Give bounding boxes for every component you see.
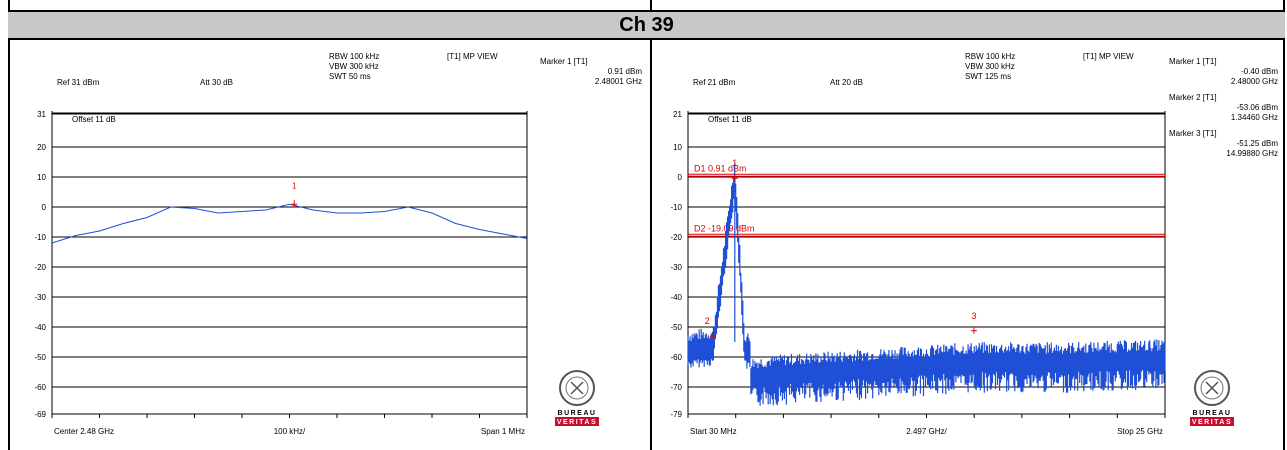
veritas-seal-inner-icon	[1200, 376, 1224, 400]
page-title: Ch 39	[8, 10, 1285, 40]
rbw-label: RBW 100 kHz	[329, 52, 379, 61]
marker-readout-frequency: 2.48000 GHz	[1231, 77, 1278, 86]
swt-label: SWT 125 ms	[965, 72, 1011, 81]
y-tick-label: -30	[670, 263, 682, 272]
logo-veritas-text: VERITAS	[1192, 419, 1232, 426]
marker-number: 1	[732, 158, 737, 168]
y-tick-label: -30	[34, 293, 46, 302]
footer-end-label: Span 1 MHz	[481, 427, 525, 436]
y-tick-label: 10	[673, 143, 682, 152]
marker-readout-label: Marker 1 [T1]	[540, 57, 588, 66]
y-tick-label: 0	[42, 203, 47, 212]
veritas-seal-figure-icon	[1205, 381, 1219, 395]
rbw-label: RBW 100 kHz	[965, 52, 1015, 61]
y-tick-label: 10	[37, 173, 46, 182]
y-tick-label: 20	[37, 143, 46, 152]
vbw-label: VBW 300 kHz	[329, 62, 379, 71]
noise-trace	[687, 163, 1166, 406]
logo-red-band	[1190, 417, 1234, 426]
footer-start-label: Center 2.48 GHz	[54, 427, 114, 436]
y-tick-label: -60	[670, 353, 682, 362]
logo-veritas-text: VERITAS	[557, 419, 597, 426]
footer-end-label: Stop 25 GHz	[1117, 427, 1163, 436]
marker-readout-label: Marker 3 [T1]	[1169, 129, 1217, 138]
marker-readout-value: -53.06 dBm	[1237, 103, 1279, 112]
swt-label: SWT 50 ms	[329, 72, 371, 81]
y-tick-label: -40	[670, 293, 682, 302]
logo-red-band	[555, 417, 599, 426]
marker-readout-frequency: 14.99880 GHz	[1226, 149, 1278, 158]
marker-number: 2	[705, 316, 710, 326]
marker-readout-label: Marker 2 [T1]	[1169, 93, 1217, 102]
reference-line-label: D2 -19.09 dBm	[694, 223, 755, 233]
center-divider	[650, 0, 652, 10]
logo-bureau-text: BUREAU	[1193, 410, 1232, 417]
y-tick-label: -40	[34, 323, 46, 332]
right-border	[1283, 0, 1285, 450]
y-tick-label: -10	[670, 203, 682, 212]
y-tick-label: -20	[670, 233, 682, 242]
y-tick-label: 21	[673, 110, 682, 119]
marker-readout-frequency: 1.34460 GHz	[1231, 113, 1278, 122]
marker-cross	[970, 326, 977, 334]
marker-readout-label: Marker 1 [T1]	[1169, 57, 1217, 66]
y-tick-label: -20	[34, 263, 46, 272]
offset-label: Offset 11 dB	[72, 115, 116, 124]
footer-start-label: Start 30 MHz	[690, 427, 737, 436]
view-label: [T1] MP VIEW	[447, 52, 498, 61]
marker-number: 1	[292, 181, 297, 190]
y-tick-label: 0	[678, 173, 683, 182]
ref-label: Ref 31 dBm	[57, 78, 100, 87]
footer-division-label: 2.497 GHz/	[906, 427, 947, 436]
marker-readout-frequency: 2.48001 GHz	[595, 77, 642, 86]
veritas-seal-inner-icon	[565, 376, 589, 400]
marker-readout-value: -51.25 dBm	[1237, 139, 1279, 148]
y-tick-label: -60	[34, 383, 46, 392]
ref-label: Ref 21 dBm	[693, 78, 736, 87]
marker-cross	[731, 174, 738, 182]
center-divider-lower	[650, 40, 652, 450]
y-tick-label: -50	[670, 323, 682, 332]
offset-label: Offset 11 dB	[708, 115, 752, 124]
reference-line-label: D1 0.91 dBm	[694, 163, 747, 173]
y-tick-label: -70	[670, 383, 682, 392]
y-tick-label: -79	[670, 410, 682, 419]
att-label: Att 20 dB	[830, 78, 863, 87]
y-tick-label: -69	[34, 410, 46, 419]
att-label: Att 30 dB	[200, 78, 233, 87]
trace-line	[51, 203, 528, 244]
marker-readout-value: 0.91 dBm	[608, 67, 643, 76]
veritas-seal-figure-icon	[570, 381, 584, 395]
vbw-label: VBW 300 kHz	[965, 62, 1015, 71]
left-border	[8, 0, 10, 450]
y-tick-label: -50	[34, 353, 46, 362]
marker-readout-value: -0.40 dBm	[1241, 67, 1278, 76]
marker-cross	[291, 200, 298, 208]
marker-cross	[710, 332, 717, 340]
y-tick-label: -10	[34, 233, 46, 242]
marker-number: 3	[971, 311, 976, 321]
view-label: [T1] MP VIEW	[1083, 52, 1134, 61]
logo-bureau-text: BUREAU	[558, 410, 597, 417]
y-tick-label: 31	[37, 110, 46, 119]
footer-division-label: 100 kHz/	[274, 427, 306, 436]
